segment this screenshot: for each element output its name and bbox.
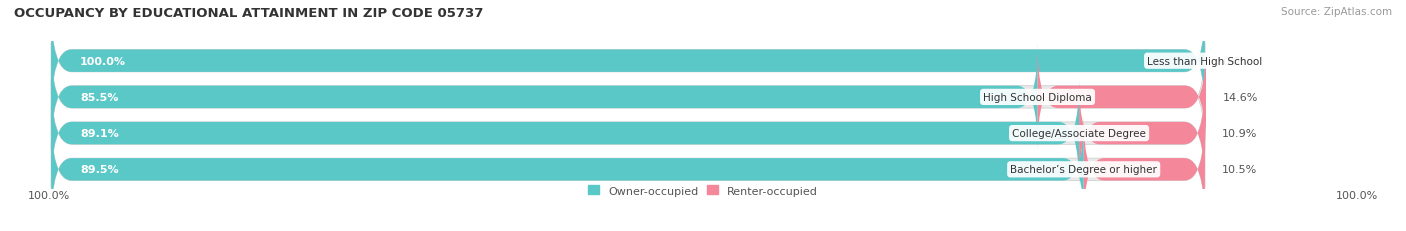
Text: 100.0%: 100.0%: [80, 56, 127, 66]
FancyBboxPatch shape: [51, 116, 1205, 223]
Text: 89.5%: 89.5%: [80, 165, 118, 175]
Text: Source: ZipAtlas.com: Source: ZipAtlas.com: [1281, 7, 1392, 17]
Text: 10.5%: 10.5%: [1222, 165, 1257, 175]
FancyBboxPatch shape: [51, 44, 1205, 151]
Text: OCCUPANCY BY EDUCATIONAL ATTAINMENT IN ZIP CODE 05737: OCCUPANCY BY EDUCATIONAL ATTAINMENT IN Z…: [14, 7, 484, 20]
Text: 100.0%: 100.0%: [1336, 190, 1378, 200]
FancyBboxPatch shape: [51, 80, 1205, 187]
Text: College/Associate Degree: College/Associate Degree: [1012, 128, 1146, 139]
Text: 85.5%: 85.5%: [80, 92, 118, 103]
FancyBboxPatch shape: [51, 44, 1038, 151]
Text: 89.1%: 89.1%: [80, 128, 118, 139]
Text: Bachelor’s Degree or higher: Bachelor’s Degree or higher: [1011, 165, 1157, 175]
Text: 14.6%: 14.6%: [1223, 92, 1258, 103]
Legend: Owner-occupied, Renter-occupied: Owner-occupied, Renter-occupied: [588, 185, 818, 196]
Text: Less than High School: Less than High School: [1147, 56, 1263, 66]
FancyBboxPatch shape: [1078, 80, 1205, 187]
Text: 10.9%: 10.9%: [1222, 128, 1257, 139]
Text: 0.0%: 0.0%: [1222, 56, 1250, 66]
FancyBboxPatch shape: [51, 8, 1205, 115]
Text: High School Diploma: High School Diploma: [983, 92, 1092, 103]
FancyBboxPatch shape: [51, 116, 1084, 223]
FancyBboxPatch shape: [1038, 44, 1206, 151]
FancyBboxPatch shape: [51, 8, 1205, 115]
Text: 100.0%: 100.0%: [28, 190, 70, 200]
FancyBboxPatch shape: [1084, 116, 1205, 223]
FancyBboxPatch shape: [51, 80, 1078, 187]
